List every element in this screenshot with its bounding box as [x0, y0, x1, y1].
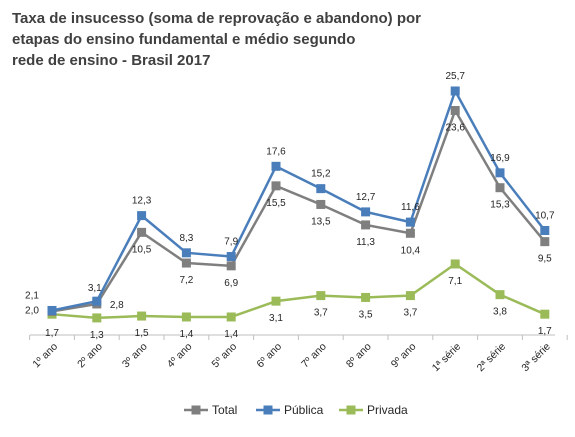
- chart-title-line-2: etapas do ensino fundamental e médio seg…: [12, 31, 356, 48]
- x-tick-label: 8º ano: [344, 341, 374, 371]
- legend-label-pública: Pública: [284, 403, 324, 417]
- data-point-pública: [47, 305, 57, 315]
- data-label: 1,7: [538, 326, 552, 337]
- x-tick-label: 1ª série: [430, 341, 464, 375]
- x-tick-label: 2º ano: [75, 341, 105, 371]
- data-label: 1,7: [45, 328, 59, 339]
- x-tick-label: 6º ano: [254, 341, 284, 371]
- data-label: 11,3: [356, 237, 375, 248]
- data-label: 16,9: [490, 153, 510, 164]
- data-label: 3,7: [314, 308, 328, 319]
- data-label: 12,3: [132, 196, 152, 207]
- legend-marker-total: [191, 405, 201, 415]
- data-label: 7,2: [179, 275, 193, 286]
- data-label: 1,4: [224, 329, 238, 340]
- data-label: 6,9: [224, 278, 238, 289]
- data-label: 3,7: [403, 308, 417, 319]
- data-point-privada: [540, 309, 550, 319]
- data-point-privada: [271, 296, 281, 306]
- data-point-pública: [181, 248, 191, 258]
- data-label: 7,9: [224, 237, 238, 248]
- chart-title: Taxa de insucesso (soma de reprovação e …: [12, 8, 421, 71]
- data-label: 3,5: [359, 309, 373, 320]
- data-point-pública: [92, 296, 102, 306]
- data-point-total: [495, 183, 505, 193]
- x-tick-label: 1º ano: [30, 341, 60, 371]
- data-point-privada: [361, 292, 371, 302]
- x-tick-label: 7º ano: [299, 341, 329, 371]
- data-point-privada: [405, 291, 415, 301]
- data-label: 15,5: [266, 198, 286, 209]
- data-label: 25,7: [445, 71, 465, 82]
- data-point-privada: [226, 312, 236, 322]
- data-point-total: [450, 106, 460, 116]
- data-point-total: [271, 181, 281, 191]
- data-label: 23,6: [445, 123, 465, 134]
- series-line-total: [51, 109, 546, 313]
- x-tick-label: 5º ano: [210, 341, 240, 371]
- data-label: 8,3: [179, 233, 193, 244]
- data-point-pública: [226, 252, 236, 262]
- series-line-pública: [51, 89, 546, 312]
- data-label: 17,6: [266, 146, 286, 157]
- data-label: 2,0: [25, 305, 39, 316]
- legend-marker-pública: [263, 405, 273, 415]
- data-point-pública: [271, 161, 281, 171]
- data-label: 1,3: [90, 330, 104, 341]
- x-tick-label: 3º ano: [120, 341, 150, 371]
- data-point-total: [181, 258, 191, 268]
- data-point-pública: [450, 86, 460, 96]
- data-point-pública: [316, 184, 326, 194]
- x-tick-label: 3ª série: [519, 341, 553, 375]
- data-point-pública: [361, 207, 371, 217]
- data-point-total: [361, 220, 371, 230]
- data-point-pública: [495, 168, 505, 178]
- data-label: 2,8: [110, 300, 124, 311]
- data-point-privada: [137, 311, 147, 321]
- data-point-total: [226, 261, 236, 271]
- data-label: 11,6: [401, 202, 420, 213]
- data-label: 2,1: [25, 290, 39, 301]
- data-label: 7,1: [448, 276, 462, 287]
- data-label: 12,7: [356, 192, 376, 203]
- data-point-total: [405, 228, 415, 238]
- data-point-total: [137, 227, 147, 237]
- data-point-privada: [92, 313, 102, 323]
- data-label: 15,2: [311, 169, 331, 180]
- data-point-pública: [540, 225, 550, 235]
- legend-marker-privada: [346, 405, 356, 415]
- data-label: 1,5: [135, 328, 149, 339]
- data-label: 3,1: [269, 313, 283, 324]
- data-point-total: [316, 199, 326, 209]
- data-label: 10,5: [132, 244, 152, 255]
- data-label: 9,5: [538, 254, 552, 265]
- chart-title-line-3: rede de ensino - Brasil 2017: [12, 52, 211, 69]
- data-label: 15,3: [490, 200, 510, 211]
- x-tick-label: 2ª série: [475, 341, 509, 375]
- data-point-privada: [495, 290, 505, 300]
- data-point-pública: [405, 217, 415, 227]
- data-point-privada: [181, 312, 191, 322]
- data-label: 13,5: [311, 216, 331, 227]
- data-label: 10,4: [401, 245, 421, 256]
- data-label: 3,1: [88, 283, 102, 294]
- series-line-privada: [51, 262, 546, 320]
- x-tick-label: 9º ano: [389, 341, 419, 371]
- data-label: 10,7: [535, 210, 555, 221]
- x-tick-label: 4º ano: [165, 341, 195, 371]
- data-point-total: [540, 237, 550, 247]
- legend-label-privada: Privada: [367, 403, 408, 417]
- chart-title-line-1: Taxa de insucesso (soma de reprovação e …: [12, 10, 422, 27]
- data-point-pública: [137, 211, 147, 221]
- data-label: 1,4: [179, 329, 193, 340]
- data-point-privada: [450, 259, 460, 269]
- data-label: 3,8: [493, 307, 507, 318]
- data-point-privada: [316, 291, 326, 301]
- legend-label-total: Total: [212, 403, 237, 417]
